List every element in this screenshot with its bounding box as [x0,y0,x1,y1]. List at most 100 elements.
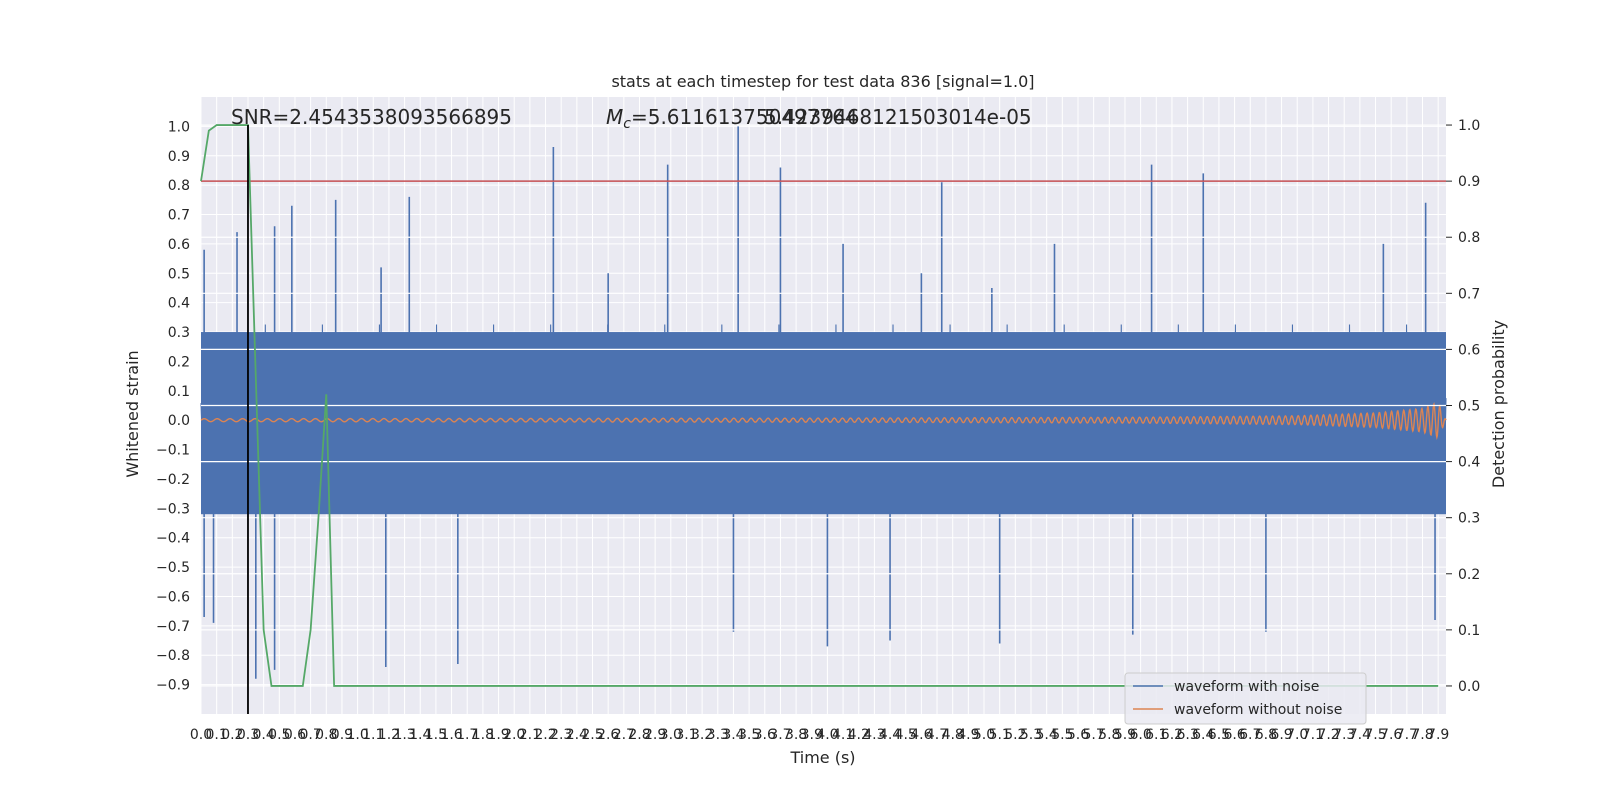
x-tick-label: 1.4 [409,727,431,743]
x-tick-label: 5.6 [1067,727,1089,743]
x-tick-label: 0.3 [237,727,259,743]
x-tick-label: 5.3 [1020,727,1042,743]
x-tick-label: 7.2 [1317,727,1339,743]
y-tick-label: 0.4 [168,296,190,312]
noise-band [201,332,1446,515]
y-tick-label: −0.9 [156,678,190,694]
series-detection-probability [200,124,1446,714]
y2-tick-label: 1.0 [1458,118,1480,134]
x-tick-label: 4.3 [863,727,885,743]
x-tick-label: 4.8 [942,727,964,743]
x-tick-label: 4.5 [895,727,917,743]
x-tick-label: 2.7 [613,727,635,743]
y-tick-label: −0.4 [156,531,190,547]
y-tick-label: 0.0 [168,413,190,429]
x-tick-label: 6.7 [1239,727,1261,743]
x-tick-label: 7.6 [1380,727,1402,743]
x-tick-label: 7.5 [1364,727,1386,743]
y-tick-label: 0.5 [168,266,190,282]
x-tick-label: 5.5 [1051,727,1073,743]
x-tick-label: 1.5 [425,727,447,743]
y-axis-label: Whitened strain [123,350,142,477]
clean-trace [200,401,1447,441]
y-tick-label: −0.5 [156,560,190,576]
x-tick-label: 3.0 [660,727,682,743]
x-tick-label: 0.2 [221,727,243,743]
x-tick-label: 3.6 [754,727,776,743]
x-tick-label: 1.0 [346,727,368,743]
x-tick-label: 5.9 [1114,727,1136,743]
y2-tick-label: 0.1 [1458,623,1480,639]
legend-label-noise: waveform with noise [1174,679,1319,695]
snr-annotation: SNR=2.4543538093566895 [231,105,512,129]
x-tick-label: 3.5 [738,727,760,743]
y2-tick-label: 0.2 [1458,567,1480,583]
x-tick-label: 4.6 [910,727,932,743]
y-tick-label: 0.1 [168,384,190,400]
x-tick-label: 3.2 [691,727,713,743]
x-tick-label: 6.0 [1129,727,1151,743]
x-tick-label: 5.0 [973,727,995,743]
series-waveform-without-noise [200,401,1447,441]
x-tick-label: 7.7 [1396,727,1418,743]
x-tick-label: 1.2 [378,727,400,743]
x-tick-label: 4.2 [848,727,870,743]
y2-tick-label: 0.4 [1458,455,1480,471]
x-tick-label: 4.9 [957,727,979,743]
x-tick-label: 0.9 [331,727,353,743]
x-tick-label: 6.2 [1161,727,1183,743]
y-tick-label: 0.9 [168,149,190,165]
x-axis-label: Time (s) [789,748,855,767]
y-tick-label: 0.6 [168,237,190,253]
x-tick-label: 0.1 [206,727,228,743]
x-tick-label: 4.4 [879,727,901,743]
x-tick-label: 1.1 [362,727,384,743]
y2-axis-label: Detection probability [1489,320,1508,488]
x-tick-label: 2.9 [644,727,666,743]
x-tick-label: 2.2 [534,727,556,743]
x-tick-label: 2.0 [503,727,525,743]
x-tick-label: 4.1 [832,727,854,743]
x-tick-label: 1.8 [472,727,494,743]
legend-box [1124,672,1367,725]
y-tick-label: −0.2 [156,472,190,488]
x-tick-label: 6.3 [1176,727,1198,743]
x-tick-label: 0.4 [253,727,275,743]
y2-tick-label: 0.7 [1458,286,1480,302]
x-tick-label: 7.8 [1411,727,1433,743]
mc-value: =5.611613750497764 [631,105,858,129]
x-tick-label: 4.7 [926,727,948,743]
x-tick-label: 3.9 [801,727,823,743]
x-tick-label: 0.6 [284,727,306,743]
y2-tick-label: 0.6 [1458,342,1480,358]
x-tick-label: 0.8 [315,727,337,743]
y2-tick-label: 0.5 [1458,399,1480,415]
x-tick-label: 1.7 [456,727,478,743]
y2-tick-label: 0.3 [1458,511,1480,527]
x-tick-label: 7.4 [1349,727,1371,743]
y-tick-label: 0.2 [168,354,190,370]
x-tick-label: 2.1 [519,727,541,743]
x-tick-label: 6.5 [1208,727,1230,743]
x-tick-label: 7.9 [1427,727,1449,743]
y-tick-label: −0.1 [156,443,190,459]
mc-symbol: M [606,105,623,129]
x-tick-label: 6.9 [1270,727,1292,743]
y-tick-label: 0.7 [168,208,190,224]
y-tick-label: −0.8 [156,648,190,664]
x-tick-label: 3.3 [707,727,729,743]
y2-tick-label: 0.0 [1458,679,1480,695]
x-tick-label: 2.6 [597,727,619,743]
x-tick-label: 0.5 [268,727,290,743]
x-tick-label: 0.7 [299,727,321,743]
x-tick-label: 1.3 [393,727,415,743]
x-tick-label: 7.0 [1286,727,1308,743]
chart-title: stats at each timestep for test data 836… [611,72,1034,91]
x-tick-label: 3.7 [769,727,791,743]
x-tick-label: 1.6 [440,727,462,743]
y-tick-label: 0.8 [168,178,190,194]
x-tick-label: 5.8 [1098,727,1120,743]
y-tick-label: −0.3 [156,501,190,517]
overlap-annotation: 5.4239468121503014e-05 [764,105,1032,129]
x-tick-label: 7.1 [1302,727,1324,743]
